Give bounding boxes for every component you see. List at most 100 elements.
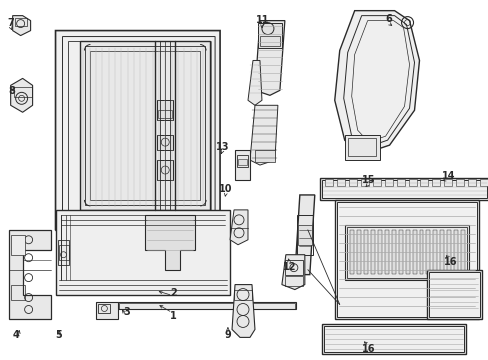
Bar: [461, 230, 465, 274]
Text: 5: 5: [55, 330, 61, 340]
Bar: [235, 150, 249, 180]
Bar: [363, 230, 367, 274]
Text: 13: 13: [215, 142, 229, 152]
Bar: [468, 179, 475, 186]
Polygon shape: [281, 255, 304, 289]
Bar: [98, 303, 110, 314]
Bar: [238, 159, 246, 165]
Polygon shape: [249, 105, 277, 165]
Polygon shape: [254, 21, 285, 95]
Bar: [11, 235, 24, 255]
Bar: [370, 230, 374, 274]
Bar: [391, 230, 395, 274]
Polygon shape: [247, 60, 262, 105]
Bar: [14, 87, 32, 97]
Bar: [157, 100, 173, 120]
Bar: [237, 155, 247, 167]
Polygon shape: [294, 195, 314, 275]
Bar: [258, 23, 281, 48]
Bar: [96, 302, 118, 319]
Text: 11: 11: [256, 15, 269, 26]
Text: 4: 4: [13, 330, 20, 340]
Bar: [377, 230, 381, 274]
Bar: [11, 285, 24, 300]
Bar: [346, 227, 467, 278]
Bar: [59, 245, 68, 260]
Bar: [119, 302, 294, 309]
Bar: [254, 150, 274, 162]
Bar: [440, 230, 444, 274]
Text: 16: 16: [361, 344, 375, 354]
Text: 10: 10: [219, 184, 232, 194]
Text: 1: 1: [170, 311, 177, 320]
Bar: [15, 18, 26, 26]
Bar: [334, 200, 478, 319]
Polygon shape: [229, 210, 247, 245]
Bar: [324, 179, 332, 186]
Bar: [419, 230, 423, 274]
Polygon shape: [232, 285, 254, 337]
Bar: [336, 202, 476, 318]
Bar: [348, 179, 356, 186]
Bar: [384, 230, 388, 274]
Bar: [398, 230, 402, 274]
Bar: [407, 179, 416, 186]
Text: 9: 9: [224, 330, 231, 340]
Bar: [157, 160, 173, 180]
Bar: [157, 135, 173, 150]
Bar: [444, 179, 451, 186]
Text: 8: 8: [8, 86, 15, 96]
Bar: [158, 110, 172, 118]
Bar: [426, 230, 429, 274]
Polygon shape: [145, 215, 195, 270]
Bar: [405, 230, 408, 274]
Bar: [384, 179, 392, 186]
Bar: [432, 230, 437, 274]
Text: 16: 16: [443, 257, 456, 267]
Bar: [285, 260, 302, 275]
Bar: [58, 240, 69, 265]
Bar: [453, 230, 457, 274]
Polygon shape: [9, 230, 50, 319]
Bar: [349, 230, 353, 274]
Bar: [360, 179, 368, 186]
Bar: [344, 225, 468, 280]
Bar: [447, 230, 450, 274]
Polygon shape: [11, 78, 33, 112]
Bar: [319, 178, 488, 200]
Text: 14: 14: [441, 171, 454, 181]
Text: 6: 6: [384, 14, 391, 24]
Bar: [260, 36, 279, 45]
Text: 3: 3: [123, 307, 130, 317]
Bar: [285, 276, 302, 285]
Bar: [372, 179, 380, 186]
Bar: [428, 272, 479, 318]
Bar: [296, 215, 312, 255]
Bar: [234, 289, 251, 300]
Text: 2: 2: [170, 288, 177, 298]
Bar: [321, 180, 487, 198]
Bar: [118, 302, 295, 310]
Polygon shape: [81, 41, 210, 210]
Bar: [344, 135, 379, 160]
Text: 12: 12: [282, 262, 296, 272]
Bar: [431, 179, 440, 186]
Bar: [356, 230, 360, 274]
Bar: [412, 230, 416, 274]
Bar: [396, 179, 404, 186]
Bar: [420, 179, 427, 186]
Bar: [336, 179, 344, 186]
Bar: [321, 324, 466, 354]
Polygon shape: [334, 11, 419, 155]
Bar: [323, 327, 464, 352]
Polygon shape: [56, 31, 229, 294]
Bar: [347, 138, 375, 156]
Text: 7: 7: [7, 18, 14, 28]
Bar: [297, 225, 311, 245]
Bar: [455, 179, 464, 186]
Bar: [427, 270, 481, 319]
Bar: [479, 179, 488, 186]
Polygon shape: [13, 15, 31, 36]
Polygon shape: [56, 210, 229, 294]
Text: 15: 15: [361, 175, 375, 185]
